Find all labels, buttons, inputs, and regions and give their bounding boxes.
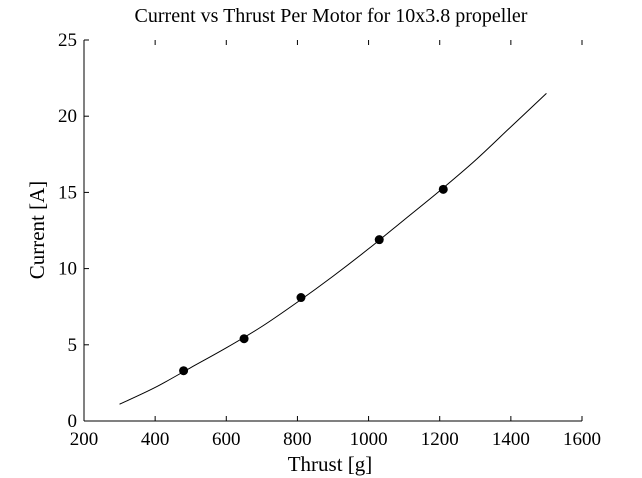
y-tick-label: 10 [58, 259, 77, 280]
data-point [296, 293, 306, 303]
data-points [179, 184, 448, 376]
x-ticks: 200 400 600 800 1000 1200 1400 1600 [70, 40, 601, 450]
x-tick-label: 1600 [563, 429, 601, 450]
x-tick-label: 1000 [350, 429, 388, 450]
y-tick-label: 25 [58, 30, 77, 51]
data-point [239, 334, 249, 344]
y-tick-label: 0 [68, 411, 78, 432]
x-tick-label: 200 [70, 429, 99, 450]
x-tick-label: 600 [212, 429, 241, 450]
data-point [374, 235, 384, 245]
y-axis-label: Current [A] [25, 181, 49, 280]
x-tick-label: 1400 [492, 429, 530, 450]
x-axis-label: Thrust [g] [288, 452, 373, 476]
chart-title: Current vs Thrust Per Motor for 10x3.8 p… [135, 5, 528, 27]
y-tick-label: 5 [68, 335, 78, 356]
x-tick-label: 1200 [421, 429, 459, 450]
plot-area: 200 400 600 800 1000 1200 1400 1600 0 5 10 15 20 25 [58, 30, 601, 450]
y-ticks: 0 5 10 15 20 25 [58, 30, 89, 432]
fit-curve [119, 92, 547, 405]
y-tick-label: 20 [58, 106, 77, 127]
y-tick-label: 15 [58, 182, 77, 203]
data-point [438, 184, 448, 194]
x-tick-label: 800 [283, 429, 312, 450]
data-point [179, 366, 189, 376]
x-tick-label: 400 [141, 429, 170, 450]
